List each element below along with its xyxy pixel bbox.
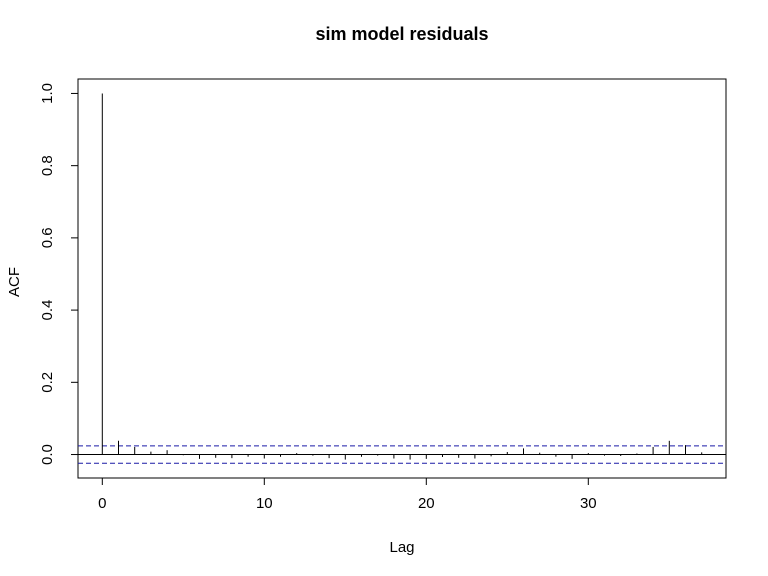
x-axis: 0 10 20 30 xyxy=(98,477,597,512)
y-tick-label: 0.6 xyxy=(39,227,56,248)
y-tick-label: 0.8 xyxy=(39,155,56,176)
y-tick-label: 0.0 xyxy=(39,444,56,465)
chart-title: sim model residuals xyxy=(315,24,488,44)
y-axis-label: ACF xyxy=(6,267,23,297)
x-tick-label: 0 xyxy=(98,495,106,512)
x-tick-label: 20 xyxy=(418,495,435,512)
y-axis: 0.0 0.2 0.4 0.6 0.8 1.0 xyxy=(39,83,79,465)
y-tick-label: 0.4 xyxy=(39,300,56,321)
confidence-bands xyxy=(78,445,726,464)
x-tick-label: 30 xyxy=(580,495,597,512)
plot-area-frame xyxy=(77,78,727,479)
x-axis-label: Lag xyxy=(389,539,414,556)
acf-bars xyxy=(101,93,703,460)
y-tick-label: 0.2 xyxy=(39,372,56,393)
y-tick-label: 1.0 xyxy=(39,83,56,104)
x-tick-label: 10 xyxy=(256,495,273,512)
